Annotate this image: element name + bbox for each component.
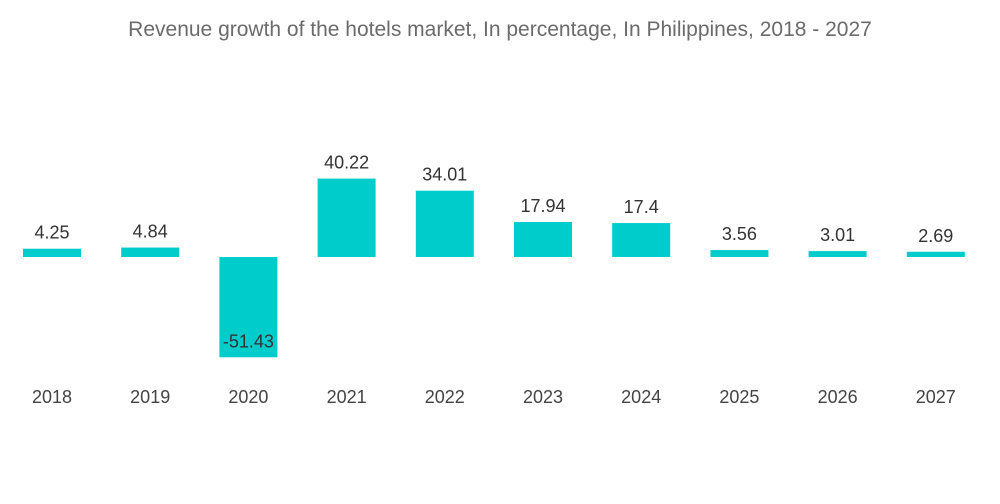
bar-2024 xyxy=(612,223,671,257)
value-label-2022: 34.01 xyxy=(422,165,467,185)
value-label-2025: 3.56 xyxy=(722,224,757,244)
value-label-2019: 4.84 xyxy=(133,222,168,242)
value-label-2027: 2.69 xyxy=(918,226,953,246)
bar-2020 xyxy=(219,257,278,358)
bar-2027 xyxy=(906,251,965,257)
value-label-2020: -51.43 xyxy=(223,331,274,351)
x-tick-label-2025: 2025 xyxy=(719,387,759,407)
value-label-2018: 4.25 xyxy=(34,223,69,243)
x-tick-label-2020: 2020 xyxy=(228,387,268,407)
value-labels-layer: 4.25 4.84 -51.43 40.22 34.01 17.94 17.4 3.56 3.0… xyxy=(34,153,953,352)
bar-2019 xyxy=(121,247,180,257)
bar-2025 xyxy=(710,250,769,257)
x-tick-label-2018: 2018 xyxy=(32,387,72,407)
bars-layer xyxy=(23,178,965,358)
x-tick-label-2027: 2027 xyxy=(916,387,956,407)
bar-2021 xyxy=(317,178,376,257)
chart-title: Revenue growth of the hotels market, In … xyxy=(128,18,872,41)
bar-2023 xyxy=(514,222,572,257)
x-tick-label-2019: 2019 xyxy=(130,387,170,407)
x-tick-label-2024: 2024 xyxy=(621,387,661,407)
value-label-2023: 17.94 xyxy=(520,196,565,216)
x-tick-label-2026: 2026 xyxy=(818,387,858,407)
value-label-2024: 17.4 xyxy=(624,197,659,217)
x-tick-label-2023: 2023 xyxy=(523,387,563,407)
bar-2026 xyxy=(808,251,867,257)
x-tick-label-2021: 2021 xyxy=(327,387,367,407)
bar-2022 xyxy=(415,190,474,257)
bar-2018 xyxy=(23,248,81,257)
value-label-2021: 40.22 xyxy=(324,153,369,173)
value-label-2026: 3.01 xyxy=(820,225,855,245)
x-tick-label-2022: 2022 xyxy=(425,387,465,407)
x-axis-tick-labels: 2018 2019 2020 2021 2022 2023 2024 2025 2026 2027 xyxy=(32,387,956,407)
